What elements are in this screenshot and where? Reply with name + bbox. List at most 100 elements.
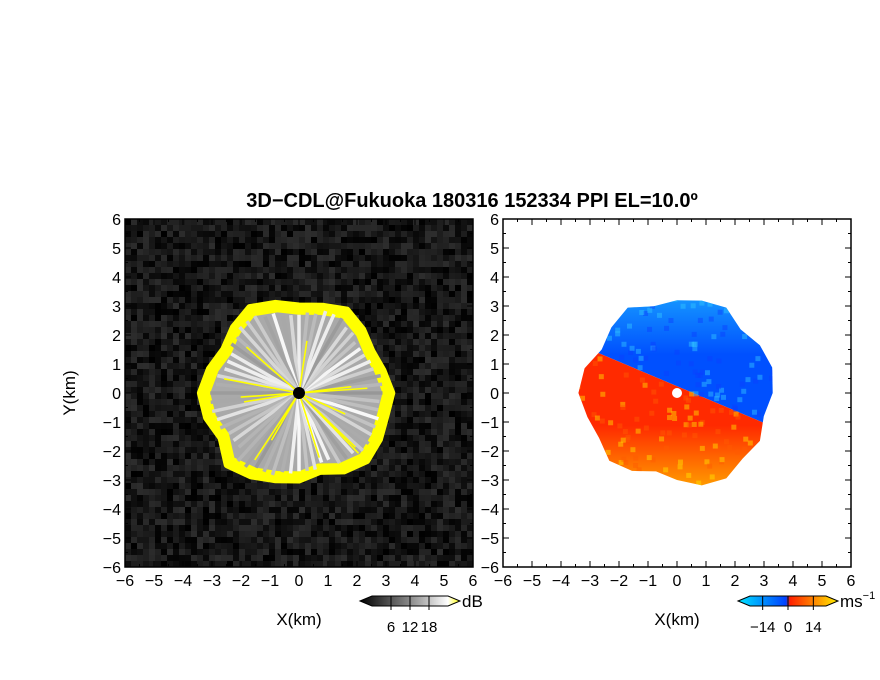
noise-cell <box>467 465 473 471</box>
noise-cell <box>137 501 143 507</box>
reflectivity-y-tick-label: −2 <box>103 444 121 461</box>
noise-cell <box>407 351 413 357</box>
noise-cell <box>467 315 473 321</box>
noise-cell <box>167 453 173 459</box>
velocity-texture-cell <box>691 331 697 337</box>
velocity-texture-cell <box>635 348 641 354</box>
noise-cell <box>401 231 407 237</box>
noise-cell <box>245 549 251 555</box>
noise-cell <box>419 279 425 285</box>
noise-cell <box>437 219 443 225</box>
noise-cell <box>311 555 317 561</box>
velocity-texture-cell <box>615 331 621 337</box>
noise-cell <box>209 477 215 483</box>
noise-cell <box>149 507 155 513</box>
noise-cell <box>281 543 287 549</box>
noise-cell <box>215 471 221 477</box>
noise-cell <box>299 519 305 525</box>
noise-cell <box>221 237 227 243</box>
noise-cell <box>173 237 179 243</box>
echo-ray <box>298 391 380 404</box>
noise-cell <box>125 513 131 519</box>
noise-cell <box>137 393 143 399</box>
noise-cell <box>455 261 461 267</box>
noise-cell <box>425 357 431 363</box>
noise-cell <box>407 465 413 471</box>
noise-cell <box>143 363 149 369</box>
reflectivity-y-tick-label: −6 <box>103 560 121 577</box>
noise-cell <box>299 267 305 273</box>
velocity-texture-cell <box>731 424 737 430</box>
noise-cell <box>401 483 407 489</box>
noise-cell <box>449 435 455 441</box>
noise-cell <box>125 339 131 345</box>
noise-cell <box>413 399 419 405</box>
noise-cell <box>197 219 203 225</box>
noise-cell <box>383 237 389 243</box>
noise-cell <box>137 483 143 489</box>
echo-yellow-ray <box>240 392 300 398</box>
noise-cell <box>425 303 431 309</box>
velocity-x-tick-label: −5 <box>523 573 541 590</box>
noise-cell <box>293 495 299 501</box>
noise-cell <box>395 537 401 543</box>
noise-cell <box>143 489 149 495</box>
noise-cell <box>203 255 209 261</box>
noise-cell <box>233 291 239 297</box>
noise-cell <box>455 519 461 525</box>
noise-cell <box>467 561 473 567</box>
noise-cell <box>131 417 137 423</box>
noise-cell <box>413 483 419 489</box>
noise-cell <box>131 471 137 477</box>
noise-cell <box>449 405 455 411</box>
noise-cell <box>161 561 167 567</box>
noise-cell <box>401 417 407 423</box>
noise-cell <box>149 303 155 309</box>
noise-cell <box>149 243 155 249</box>
noise-cell <box>143 537 149 543</box>
noise-cell <box>305 219 311 225</box>
noise-cell <box>173 555 179 561</box>
noise-cell <box>467 399 473 405</box>
noise-cell <box>407 327 413 333</box>
noise-cell <box>461 321 467 327</box>
noise-cell <box>263 507 269 513</box>
noise-cell <box>131 525 137 531</box>
noise-cell <box>407 561 413 567</box>
noise-cell <box>449 525 455 531</box>
noise-cell <box>413 549 419 555</box>
noise-cell <box>227 507 233 513</box>
noise-cell <box>407 345 413 351</box>
noise-cell <box>335 279 341 285</box>
noise-cell <box>467 453 473 459</box>
noise-cell <box>359 477 365 483</box>
noise-cell <box>233 525 239 531</box>
noise-cell <box>137 351 143 357</box>
noise-cell <box>353 507 359 513</box>
noise-cell <box>131 363 137 369</box>
noise-cell <box>455 255 461 261</box>
velocity-texture-cell <box>623 372 629 378</box>
noise-cell <box>245 243 251 249</box>
noise-cell <box>449 351 455 357</box>
noise-cell <box>317 285 323 291</box>
reflectivity-colorbar-tick-label: 18 <box>421 619 438 636</box>
noise-cell <box>125 417 131 423</box>
noise-cell <box>437 387 443 393</box>
velocity-texture-cell <box>643 355 649 361</box>
noise-cell <box>365 525 371 531</box>
noise-cell <box>443 387 449 393</box>
noise-cell <box>221 297 227 303</box>
noise-cell <box>413 297 419 303</box>
noise-cell <box>161 381 167 387</box>
velocity-colorbar-unit-base: ms <box>840 592 863 611</box>
velocity-texture-cell <box>698 421 704 427</box>
noise-cell <box>347 231 353 237</box>
noise-cell <box>179 483 185 489</box>
noise-cell <box>449 285 455 291</box>
noise-cell <box>131 441 137 447</box>
noise-cell <box>173 549 179 555</box>
noise-cell <box>413 321 419 327</box>
noise-cell <box>215 345 221 351</box>
noise-cell <box>467 297 473 303</box>
